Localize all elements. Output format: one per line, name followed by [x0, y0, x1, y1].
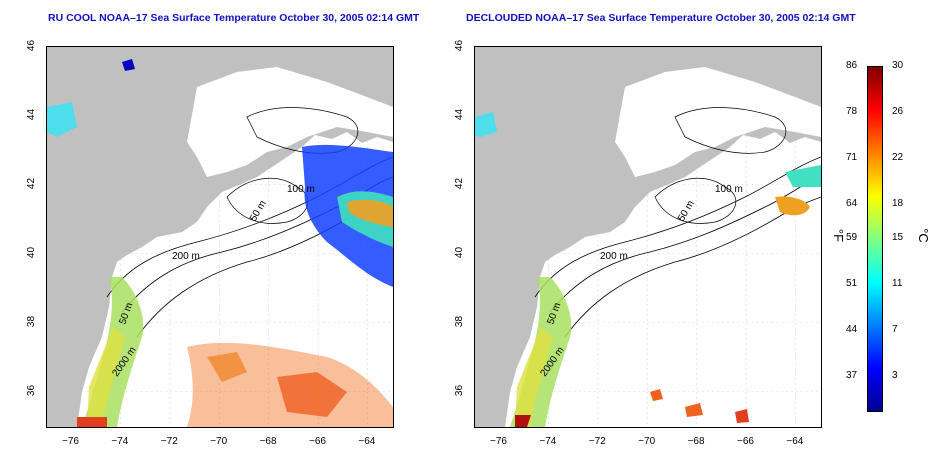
land-mass — [475, 47, 821, 427]
colorbar-tick-fahrenheit: 59 — [846, 232, 858, 243]
colorbar-tick-fahrenheit: 86 — [846, 60, 858, 71]
celsius-unit-label: °C — [915, 228, 931, 243]
contour-label-200m: 200 m — [600, 251, 628, 262]
colorbar-tick-fahrenheit: 51 — [846, 277, 858, 289]
colorbar-tick-fahrenheit: 71 — [846, 151, 858, 163]
colorbar-tick-celsius: 15 — [892, 232, 904, 243]
lon-tick-label: −68 — [259, 436, 277, 447]
lat-tick-label: 42 — [26, 177, 38, 190]
left-map-title: RU COOL NOAA–17 Sea Surface Temperature … — [48, 12, 420, 24]
lon-tick-label: −70 — [638, 436, 656, 447]
colorbar-tick-celsius: 7 — [892, 323, 898, 335]
lat-tick-label: 40 — [26, 246, 38, 259]
land-mass — [47, 47, 393, 427]
colorbar-tick-celsius: 22 — [892, 151, 904, 163]
lat-tick-label: 44 — [26, 108, 38, 121]
lat-tick-label: 38 — [454, 315, 466, 328]
contour-line — [246, 107, 359, 154]
lat-tick-label: 44 — [454, 108, 466, 121]
right-sst-map: 100 m 50 m 200 m 50 m 2000 m — [474, 46, 822, 428]
colorbar-tick-celsius: 11 — [892, 277, 903, 289]
land-coast-white — [615, 67, 821, 177]
contour-line — [674, 107, 787, 154]
lat-tick-label: 46 — [26, 39, 38, 52]
left-sst-map: 100 m 50 m 200 m 50 m 2000 m — [46, 46, 394, 428]
lon-tick-label: −64 — [786, 436, 804, 447]
colorbar-tick-fahrenheit: 64 — [846, 197, 858, 209]
lon-tick-label: −76 — [62, 436, 79, 447]
contour-label-200m: 200 m — [172, 251, 200, 262]
colorbar-tick-fahrenheit: 37 — [846, 369, 858, 381]
lon-tick-label: −74 — [539, 436, 557, 447]
lon-tick-label: −72 — [160, 436, 178, 447]
contour-line — [564, 196, 821, 338]
colorbar-tick-celsius: 18 — [892, 197, 904, 209]
lat-tick-label: 36 — [454, 384, 466, 397]
colorbar-tick-celsius: 3 — [892, 369, 898, 381]
lon-tick-label: −72 — [588, 436, 606, 447]
lon-tick-label: −66 — [309, 436, 326, 447]
lat-tick-label: 38 — [26, 315, 38, 328]
lat-tick-label: 42 — [454, 177, 466, 190]
contour-line — [549, 176, 821, 313]
land-coast-white — [187, 67, 393, 177]
colorbar — [867, 66, 883, 412]
lat-tick-label: 40 — [454, 246, 466, 259]
colorbar-tick-fahrenheit: 78 — [846, 105, 858, 117]
lon-tick-label: −68 — [687, 436, 705, 447]
contour-label-100m: 100 m — [715, 184, 743, 195]
lon-tick-label: −76 — [490, 436, 507, 447]
lon-tick-label: −74 — [111, 436, 129, 447]
lon-tick-label: −70 — [210, 436, 228, 447]
contour-line — [654, 177, 737, 224]
contour-label-100m: 100 m — [287, 184, 315, 195]
lon-tick-label: −64 — [358, 436, 376, 447]
lon-tick-label: −66 — [737, 436, 754, 447]
colorbar-tick-celsius: 30 — [892, 60, 904, 71]
lat-tick-label: 46 — [454, 39, 466, 52]
colorbar-tick-fahrenheit: 44 — [846, 323, 858, 335]
fahrenheit-unit-label: °F — [831, 228, 847, 243]
contour-line — [534, 156, 821, 298]
right-map-title: DECLOUDED NOAA–17 Sea Surface Temperatur… — [466, 12, 856, 24]
colorbar-tick-celsius: 26 — [892, 105, 904, 117]
lat-tick-label: 36 — [26, 384, 38, 397]
